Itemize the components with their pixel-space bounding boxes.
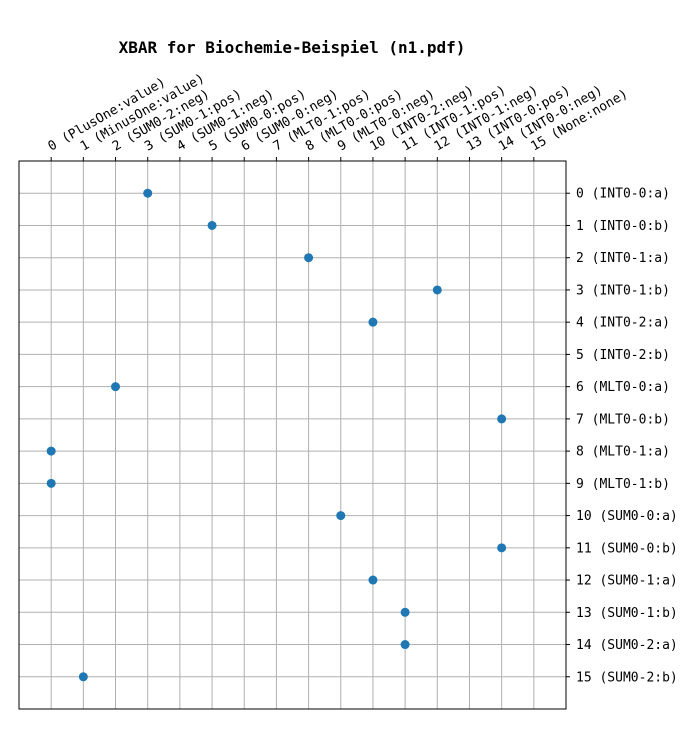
data-point [497,414,507,424]
data-point [368,575,378,585]
data-point [432,285,442,295]
y-tick-label: 10 (SUM0-0:a) [576,509,678,524]
y-tick-label: 14 (SUM0-2:a) [576,638,678,653]
plot-frame [18,160,567,710]
data-point [400,607,410,617]
data-point [46,478,56,488]
y-tick-labels: 0 (INT0-0:a) 1 (INT0-0:b) 2 (INT0-1:a) 3 (I… [576,187,678,686]
data-point [46,446,56,456]
y-tick-label: 9 (MLT0-1:b) [576,477,670,492]
data-point [497,543,507,553]
y-tick-label: 11 (SUM0-0:b) [576,541,678,556]
y-tick-label: 15 (SUM0-2:b) [576,670,678,685]
y-tick-label: 8 (MLT0-1:a) [576,445,670,460]
data-points [46,188,507,682]
y-tick-label: 4 (INT0-2:a) [576,316,670,331]
data-point [207,220,217,230]
y-tick-label: 5 (INT0-2:b) [576,348,670,363]
x-tick-labels: 0 (PlusOne:value)1 (MinusOne:value)2 (SU… [46,71,631,154]
y-tick-label: 0 (INT0-0:a) [576,187,670,202]
y-tick-label: 12 (SUM0-1:a) [576,574,678,589]
data-point [336,511,346,521]
data-point [78,672,88,682]
data-point [111,382,121,392]
grid-lines [19,161,566,709]
y-tick-label: 3 (INT0-1:b) [576,283,670,298]
y-tick-label: 13 (SUM0-1:b) [576,606,678,621]
data-point [368,317,378,327]
y-tick-label: 6 (MLT0-0:a) [576,380,670,395]
y-tick-label: 1 (INT0-0:b) [576,219,670,234]
data-point [304,253,314,263]
y-tick-label: 2 (INT0-1:a) [576,251,670,266]
axis-ticks [50,157,570,678]
data-point [143,188,153,198]
y-tick-label: 7 (MLT0-0:b) [576,412,670,427]
data-point [400,640,410,650]
chart-title: XBAR for Biochemie-Beispiel (n1.pdf) [119,38,466,57]
